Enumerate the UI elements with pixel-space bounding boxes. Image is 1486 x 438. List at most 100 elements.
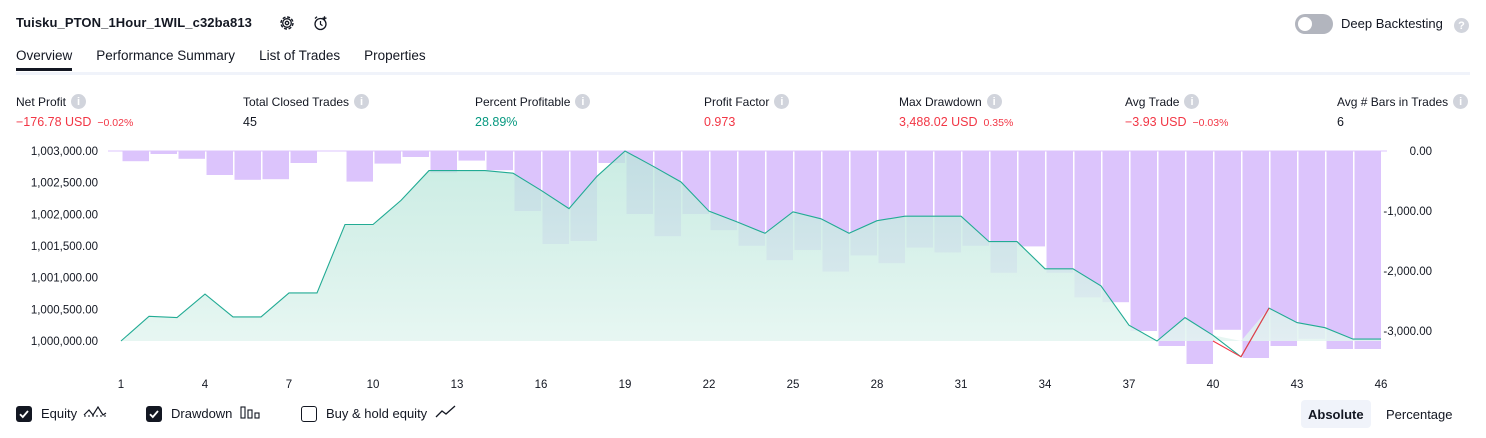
equity-area xyxy=(121,151,1381,341)
equity-axis-label: 1,001,500.00 xyxy=(31,241,98,253)
x-tick-label: 37 xyxy=(1123,379,1136,391)
metric-value: 28.89% xyxy=(475,115,518,129)
metric-label: Avg Trade xyxy=(1125,94,1180,109)
equity-axis-label: 1,003,000.00 xyxy=(31,146,98,158)
drawdown-axis-label: 0.00 xyxy=(1410,146,1432,158)
x-tick-label: 34 xyxy=(1039,379,1052,391)
metric-label: Profit Factor xyxy=(704,94,770,109)
drawdown-bar xyxy=(1214,151,1241,330)
strategy-title: Tuisku_PTON_1Hour_1WIL_c32ba813 xyxy=(16,15,252,30)
drawdown-bar xyxy=(430,151,457,173)
drawdown-bar xyxy=(206,151,233,175)
info-icon[interactable]: i xyxy=(71,94,87,109)
drawdown-bar xyxy=(374,151,401,164)
metric-label: Total Closed Trades xyxy=(243,94,350,109)
drawdown-bar xyxy=(122,151,149,162)
metric-value: −176.78 USD xyxy=(16,115,92,129)
x-tick-label: 31 xyxy=(955,379,968,391)
info-icon[interactable]: i xyxy=(354,94,370,109)
legend-buy-hold-equity[interactable]: Buy & hold equity xyxy=(301,404,457,423)
equity-axis-label: 1,002,500.00 xyxy=(31,178,98,190)
equity-drawdown-chart[interactable]: 1,003,000.00 1,002,500.00 1,002,000.00 1,00… xyxy=(0,140,1486,395)
tab-overview[interactable]: Overview xyxy=(16,48,73,71)
x-tick-label: 1 xyxy=(118,379,124,391)
drawdown-bar xyxy=(262,151,289,180)
absolute-mode-button[interactable]: Absolute xyxy=(1301,400,1371,428)
drawdown-bar xyxy=(486,151,513,171)
deep-backtesting-toggle[interactable] xyxy=(1295,14,1333,34)
metric-percent: −0.03% xyxy=(1192,117,1229,129)
info-icon[interactable]: i xyxy=(986,94,1002,109)
drawdown-bar xyxy=(1354,151,1381,349)
checkbox-unchecked-icon[interactable] xyxy=(301,405,317,422)
tab-bar: Overview Performance Summary List of Tra… xyxy=(16,48,450,71)
x-tick-label: 4 xyxy=(202,379,209,391)
x-tick-label: 43 xyxy=(1291,379,1304,391)
metric-label: Percent Profitable xyxy=(475,94,571,109)
toggle-knob xyxy=(1298,17,1312,31)
equity-axis-label: 1,000,500.00 xyxy=(31,304,98,316)
metric-value: 3,488.02 USD xyxy=(899,115,978,129)
equity-axis-label: 1,002,000.00 xyxy=(31,209,98,221)
drawdown-axis-label: -1,000.00 xyxy=(1383,206,1432,218)
percentage-mode-button[interactable]: Percentage xyxy=(1386,406,1453,422)
equity-below-segment xyxy=(1240,307,1270,358)
add-alert-icon[interactable] xyxy=(311,13,331,33)
question-icon[interactable]: ? xyxy=(1454,18,1469,33)
metric-label: Avg # Bars in Trades xyxy=(1337,94,1449,109)
equity-axis-label: 1,000,000.00 xyxy=(31,336,98,348)
x-tick-label: 19 xyxy=(619,379,632,391)
metric-label: Max Drawdown xyxy=(899,94,982,109)
x-tick-label: 10 xyxy=(367,379,380,391)
metric-value: 6 xyxy=(1337,115,1344,129)
drawdown-bar xyxy=(1102,151,1129,303)
drawdown-bar xyxy=(402,151,429,157)
tab-list-of-trades[interactable]: List of Trades xyxy=(259,48,341,63)
info-icon[interactable]: i xyxy=(1184,94,1200,109)
metric-avg-bars: Avg # Bars in Trades i 6 xyxy=(1337,94,1469,129)
drawdown-bar xyxy=(178,151,205,159)
tab-performance-summary[interactable]: Performance Summary xyxy=(96,48,236,63)
drawdown-bar xyxy=(346,151,373,182)
x-tick-label: 22 xyxy=(703,379,716,391)
drawdown-bar xyxy=(150,151,177,154)
drawdown-axis-label: -2,000.00 xyxy=(1383,266,1432,278)
info-icon[interactable]: i xyxy=(1453,94,1469,109)
metric-percent: −0.02% xyxy=(97,117,134,129)
x-tick-label: 46 xyxy=(1375,379,1388,391)
drawdown-bars-icon xyxy=(240,404,260,423)
x-tick-label: 40 xyxy=(1207,379,1220,391)
metric-percent: 0.35% xyxy=(983,117,1014,129)
legend-label: Buy & hold equity xyxy=(326,406,428,421)
legend-equity[interactable]: Equity xyxy=(16,404,107,423)
info-icon[interactable]: i xyxy=(774,94,790,109)
drawdown-axis-label: -3,000.00 xyxy=(1383,326,1432,338)
metric-net-profit: Net Profit i −176.78 USD −0.02% xyxy=(16,94,133,129)
equity-line-icon xyxy=(83,404,107,423)
drawdown-bar xyxy=(458,151,485,161)
x-tick-label: 13 xyxy=(451,379,464,391)
checkbox-checked-icon[interactable] xyxy=(16,405,32,422)
drawdown-bar xyxy=(1326,151,1353,349)
deep-backtesting-label: Deep Backtesting xyxy=(1341,16,1443,31)
drawdown-bar xyxy=(234,151,261,180)
metric-total-closed-trades: Total Closed Trades i 45 xyxy=(243,94,370,129)
drawdown-bar xyxy=(1046,151,1073,273)
checkbox-checked-icon[interactable] xyxy=(146,405,162,422)
drawdown-bar xyxy=(1158,151,1185,346)
drawdown-bar xyxy=(290,151,317,163)
metric-label: Net Profit xyxy=(16,94,67,109)
equity-line xyxy=(120,150,1381,358)
buy-hold-line-icon xyxy=(435,404,457,423)
metric-percent-profitable: Percent Profitable i 28.89% xyxy=(475,94,591,129)
x-tick-label: 16 xyxy=(535,379,548,391)
legend-drawdown[interactable]: Drawdown xyxy=(146,404,260,423)
legend-label: Drawdown xyxy=(171,406,233,421)
drawdown-bar xyxy=(1018,151,1045,247)
tab-properties[interactable]: Properties xyxy=(364,48,426,63)
info-icon[interactable]: i xyxy=(575,94,591,109)
metric-max-drawdown: Max Drawdown i 3,488.02 USD 0.35% xyxy=(899,94,1013,129)
drawdown-bar xyxy=(1298,151,1325,339)
metric-value: 45 xyxy=(243,115,257,129)
gear-icon[interactable] xyxy=(277,13,297,33)
